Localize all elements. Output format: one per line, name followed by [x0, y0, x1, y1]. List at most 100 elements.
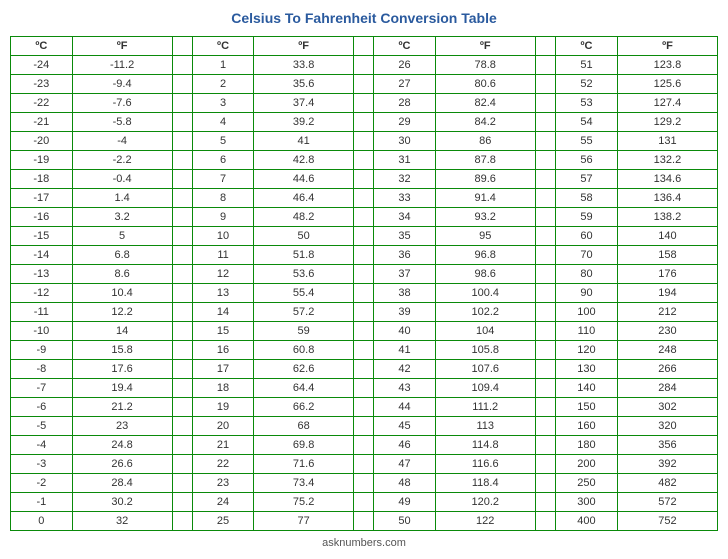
cell-celsius: -7: [11, 379, 73, 398]
cell-celsius: -3: [11, 455, 73, 474]
spacer: [353, 474, 373, 493]
cell-fahrenheit: 87.8: [435, 151, 535, 170]
cell-celsius: 70: [556, 246, 618, 265]
spacer: [172, 151, 192, 170]
table-row: -817.61762.642107.6130266: [11, 360, 718, 379]
cell-fahrenheit: 109.4: [435, 379, 535, 398]
cell-celsius: 20: [192, 417, 253, 436]
spacer: [535, 75, 555, 94]
spacer: [172, 246, 192, 265]
spacer: [172, 512, 192, 531]
cell-celsius: -16: [11, 208, 73, 227]
cell-celsius: 18: [192, 379, 253, 398]
cell-fahrenheit: 82.4: [435, 94, 535, 113]
cell-celsius: 40: [374, 322, 435, 341]
cell-fahrenheit: 116.6: [435, 455, 535, 474]
cell-celsius: 0: [11, 512, 73, 531]
cell-fahrenheit: 75.2: [254, 493, 354, 512]
cell-fahrenheit: -5.8: [72, 113, 172, 132]
spacer: [172, 170, 192, 189]
cell-celsius: 16: [192, 341, 253, 360]
cell-fahrenheit: 98.6: [435, 265, 535, 284]
spacer: [353, 322, 373, 341]
col-header-c: ºC: [192, 37, 253, 56]
spacer: [535, 170, 555, 189]
cell-celsius: 21: [192, 436, 253, 455]
cell-celsius: 10: [192, 227, 253, 246]
table-row: -24-11.2133.82678.851123.8: [11, 56, 718, 75]
cell-fahrenheit: 41: [254, 132, 354, 151]
spacer: [353, 493, 373, 512]
cell-fahrenheit: 752: [617, 512, 717, 531]
cell-celsius: -24: [11, 56, 73, 75]
cell-fahrenheit: 125.6: [617, 75, 717, 94]
cell-celsius: 49: [374, 493, 435, 512]
cell-celsius: 43: [374, 379, 435, 398]
cell-fahrenheit: 53.6: [254, 265, 354, 284]
spacer: [535, 512, 555, 531]
spacer: [172, 113, 192, 132]
cell-celsius: 52: [556, 75, 618, 94]
spacer: [535, 56, 555, 75]
cell-celsius: 1: [192, 56, 253, 75]
spacer: [353, 246, 373, 265]
cell-celsius: 12: [192, 265, 253, 284]
cell-fahrenheit: 266: [617, 360, 717, 379]
cell-fahrenheit: 86: [435, 132, 535, 151]
cell-celsius: -12: [11, 284, 73, 303]
cell-fahrenheit: 12.2: [72, 303, 172, 322]
cell-celsius: 38: [374, 284, 435, 303]
cell-celsius: 46: [374, 436, 435, 455]
table-row: -1210.41355.438100.490194: [11, 284, 718, 303]
cell-fahrenheit: 158: [617, 246, 717, 265]
cell-fahrenheit: -7.6: [72, 94, 172, 113]
spacer: [353, 56, 373, 75]
spacer: [353, 94, 373, 113]
cell-fahrenheit: 3.2: [72, 208, 172, 227]
cell-celsius: 34: [374, 208, 435, 227]
table-row: -424.82169.846114.8180356: [11, 436, 718, 455]
cell-fahrenheit: 572: [617, 493, 717, 512]
cell-fahrenheit: 8.6: [72, 265, 172, 284]
cell-celsius: 48: [374, 474, 435, 493]
cell-fahrenheit: 62.6: [254, 360, 354, 379]
cell-fahrenheit: 102.2: [435, 303, 535, 322]
col-header-f: ºF: [435, 37, 535, 56]
cell-fahrenheit: 19.4: [72, 379, 172, 398]
cell-fahrenheit: 78.8: [435, 56, 535, 75]
cell-fahrenheit: 42.8: [254, 151, 354, 170]
spacer: [535, 436, 555, 455]
cell-celsius: 57: [556, 170, 618, 189]
cell-celsius: 33: [374, 189, 435, 208]
cell-celsius: 6: [192, 151, 253, 170]
spacer: [353, 151, 373, 170]
spacer: [172, 341, 192, 360]
cell-fahrenheit: 91.4: [435, 189, 535, 208]
spacer: [353, 436, 373, 455]
cell-celsius: 5: [192, 132, 253, 151]
cell-celsius: 22: [192, 455, 253, 474]
table-row: -23-9.4235.62780.652125.6: [11, 75, 718, 94]
cell-fahrenheit: 57.2: [254, 303, 354, 322]
spacer: [535, 284, 555, 303]
spacer: [172, 265, 192, 284]
spacer: [353, 512, 373, 531]
cell-celsius: -9: [11, 341, 73, 360]
cell-celsius: -19: [11, 151, 73, 170]
col-header-c: ºC: [11, 37, 73, 56]
spacer: [172, 379, 192, 398]
cell-celsius: -21: [11, 113, 73, 132]
cell-fahrenheit: 48.2: [254, 208, 354, 227]
spacer: [535, 208, 555, 227]
cell-celsius: 47: [374, 455, 435, 474]
cell-fahrenheit: 64.4: [254, 379, 354, 398]
cell-fahrenheit: 136.4: [617, 189, 717, 208]
cell-celsius: 29: [374, 113, 435, 132]
spacer: [535, 227, 555, 246]
cell-celsius: -23: [11, 75, 73, 94]
cell-celsius: 51: [556, 56, 618, 75]
spacer: [535, 455, 555, 474]
conversion-table: ºC ºF ºC ºF ºC ºF ºC ºF -24-11.2133.8267…: [10, 36, 718, 531]
page-title: Celsius To Fahrenheit Conversion Table: [10, 10, 718, 26]
cell-fahrenheit: -2.2: [72, 151, 172, 170]
